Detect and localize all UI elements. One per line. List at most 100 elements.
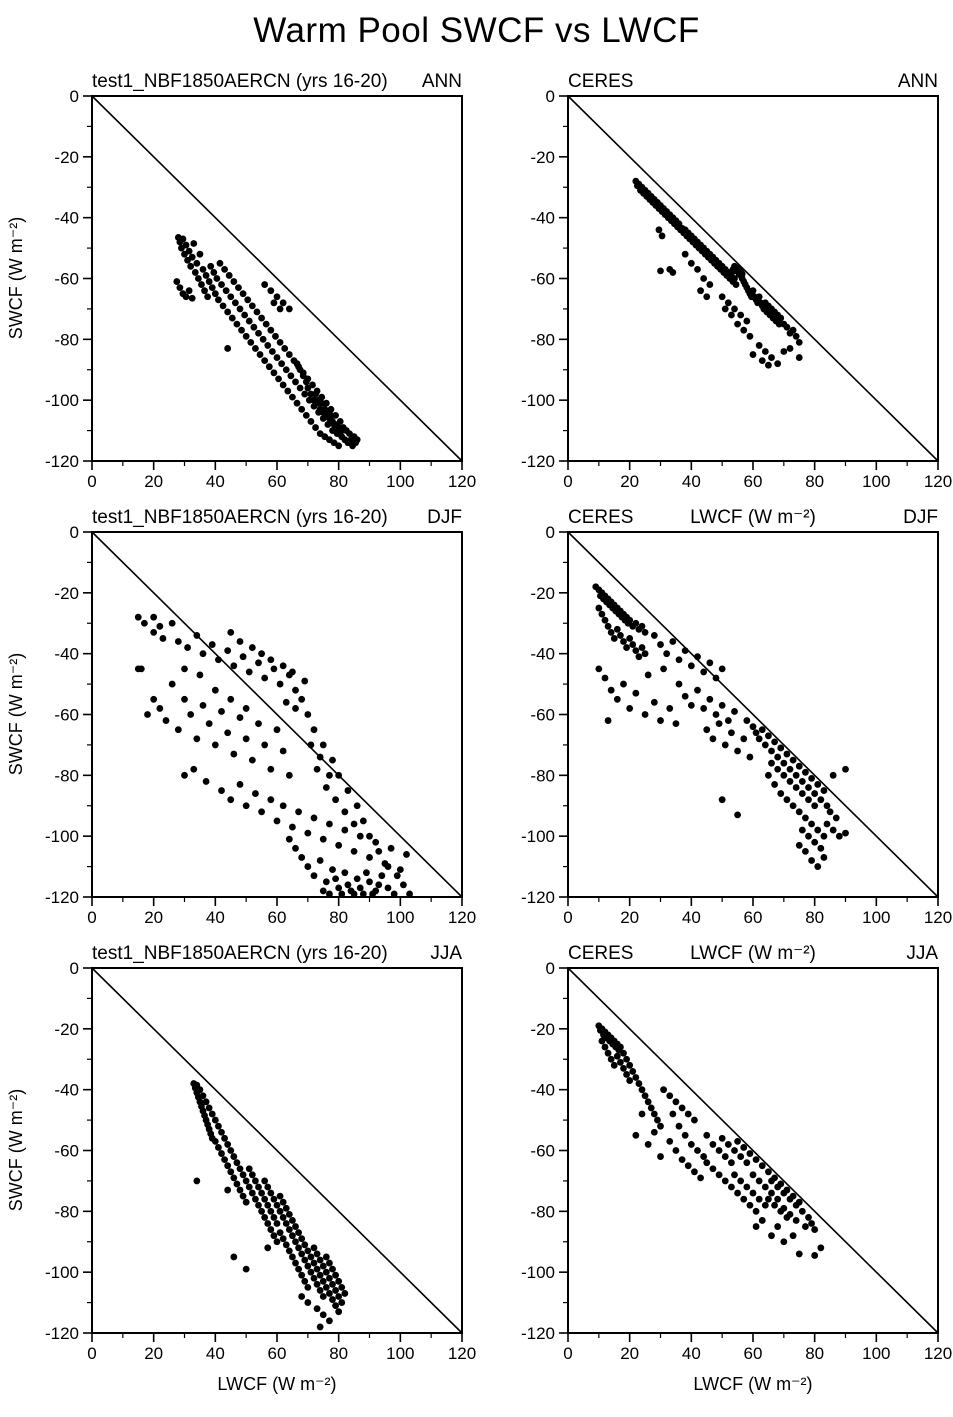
data-point: [623, 1055, 630, 1063]
x-tick-label: 40: [682, 908, 701, 927]
data-point: [193, 632, 201, 639]
data-point: [792, 1217, 800, 1224]
data-point: [752, 729, 760, 737]
data-point: [341, 826, 349, 834]
data-point: [208, 641, 216, 648]
data-point: [187, 711, 195, 718]
data-point: [798, 790, 806, 797]
data-point: [174, 726, 182, 734]
x-tick-label: 60: [268, 472, 287, 491]
data-point: [298, 1271, 306, 1279]
data-point: [650, 1110, 658, 1118]
data-point: [808, 1220, 815, 1227]
data-point: [687, 259, 695, 267]
data-point: [242, 705, 250, 712]
data-point: [218, 708, 225, 715]
data-point: [225, 272, 233, 279]
data-point: [681, 647, 689, 655]
data-point: [273, 293, 281, 301]
data-point: [247, 338, 255, 346]
scatter-panel-model-djf: test1_NBF1850AERCN (yrs 16-20) DJF SWCF …: [6, 507, 476, 927]
data-point: [734, 320, 741, 328]
y-tick-label: -80: [54, 330, 79, 349]
data-point: [281, 345, 289, 352]
data-point: [607, 1055, 615, 1063]
data-point: [213, 275, 221, 282]
x-tick-label: 120: [448, 472, 476, 491]
data-point: [718, 293, 726, 301]
x-tick-label: 40: [682, 472, 701, 491]
data-point: [728, 1183, 735, 1191]
data-point: [292, 1238, 299, 1246]
data-point: [264, 1183, 272, 1191]
data-point: [218, 281, 225, 288]
data-point: [758, 357, 766, 365]
data-point: [333, 424, 341, 431]
data-point: [279, 802, 287, 810]
data-point: [740, 1144, 748, 1151]
data-point: [273, 1220, 281, 1227]
data-point: [322, 1268, 330, 1276]
data-point: [296, 384, 304, 392]
data-point: [221, 1156, 228, 1164]
data-point: [191, 269, 199, 276]
data-point: [672, 1098, 680, 1106]
data-point: [233, 1159, 241, 1167]
data-point: [728, 311, 735, 319]
data-point: [675, 680, 683, 688]
data-point: [632, 1131, 640, 1139]
row-jja: test1_NBF1850AERCN (yrs 16-20) JJA SWCF …: [0, 928, 953, 1402]
data-point: [792, 771, 800, 779]
data-point: [638, 1110, 646, 1118]
data-point: [326, 1317, 333, 1325]
data-point: [780, 348, 788, 355]
data-point: [241, 311, 249, 319]
data-point: [626, 1061, 634, 1069]
data-point: [293, 399, 301, 407]
data-point: [789, 1232, 797, 1240]
data-point: [327, 411, 335, 419]
y-tick-label: -120: [45, 452, 79, 471]
data-point: [814, 863, 822, 870]
data-point: [359, 817, 367, 825]
data-point: [774, 1195, 782, 1203]
data-point: [604, 717, 612, 724]
data-point: [248, 644, 256, 651]
data-point: [595, 665, 603, 673]
x-tick-label: 60: [744, 472, 763, 491]
data-point: [703, 1131, 711, 1139]
data-point: [218, 787, 225, 794]
data-point: [326, 771, 333, 779]
data-point: [620, 680, 627, 688]
plot-area: 0 20 40 60 80 100 120 0 -20 -40 -60 -80 -100 -120: [45, 523, 476, 927]
data-point: [310, 1244, 318, 1252]
data-point: [202, 272, 210, 279]
panel-model-jja: test1_NBF1850AERCN (yrs 16-20) JJA SWCF …: [0, 928, 476, 1402]
data-point: [261, 1177, 269, 1185]
data-point: [230, 1153, 238, 1160]
data-point: [276, 338, 284, 346]
plot-area: 0 20 40 60 80 100 120 0 -20 -40 -60 -80 -100 -120: [521, 87, 952, 491]
data-point: [236, 781, 244, 788]
data-point: [746, 332, 754, 340]
data-point: [307, 741, 315, 749]
data-point: [156, 622, 164, 630]
data-point: [694, 653, 701, 661]
y-tick-label: -20: [530, 584, 555, 603]
data-point: [789, 802, 797, 810]
y-tick-label: 0: [70, 523, 79, 542]
data-point: [808, 857, 815, 864]
data-point: [617, 1043, 624, 1051]
data-point: [150, 628, 158, 636]
data-point: [224, 1162, 232, 1170]
data-point: [298, 1250, 306, 1258]
one-to-one-line: [91, 967, 463, 1334]
data-point: [731, 305, 738, 313]
data-point: [350, 847, 358, 855]
data-point: [236, 638, 244, 645]
x-tick-label: 60: [744, 1344, 763, 1363]
data-point: [655, 226, 663, 234]
x-tick-label: 0: [563, 1344, 572, 1363]
data-point: [650, 632, 658, 639]
y-axis-title: SWCF (W m⁻²): [6, 217, 26, 339]
